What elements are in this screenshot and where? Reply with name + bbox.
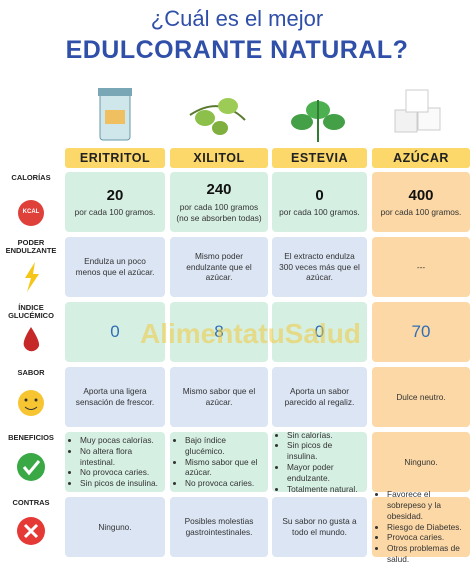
list-item: Mayor poder endulzante. [287,462,361,484]
cell: Favorece el sobrepeso y la obesidad.Ries… [372,489,470,564]
list-item: Sin picos de insulina. [287,440,361,462]
list: Sin calorías.Sin picos de insulina.Mayor… [278,430,361,495]
text: Mismo sabor que el azúcar. [182,386,256,407]
list-item: Sin calorías. [287,430,361,441]
list-item: Provoca caries. [387,532,464,543]
row-label: BENEFICIOS [8,433,54,442]
list-item: No provoca caries. [185,478,262,489]
text: El extracto endulza 300 veces más que el… [279,250,360,283]
text: --- [416,261,426,272]
list-item: Riesgo de Diabetes. [387,522,464,533]
value: 20 [106,186,124,204]
cell: 0 [65,302,165,362]
list-item: Favorece el sobrepeso y la obesidad. [387,489,464,521]
list-item: No provoca caries. [80,467,159,478]
note: por cada 100 gramos. [74,207,156,218]
row-label: ÍNDICE GLUCÉMICO [8,303,54,321]
note: por cada 100 gramos. [380,207,462,218]
cell: El extracto endulza 300 veces más que el… [272,237,367,297]
cell: 20 por cada 100 gramos. [65,172,165,232]
cell: Endulza un poco menos que el azúcar. [65,237,165,297]
cell: --- [372,237,470,297]
row-label: PODER ENDULZANTE [5,238,57,256]
cell: Ninguno. [372,432,470,492]
list: Bajo índice glucémico.Mismo sabor que el… [176,435,262,489]
text: Posibles molestias gastrointestinales. [184,516,254,537]
text: Endulza un poco menos que el azúcar. [75,256,155,277]
list-item: Mismo sabor que el azúcar. [185,457,262,479]
value: 8 [214,321,224,341]
list-item: No altera flora intestinal. [80,446,159,468]
column-header: ESTEVIA [272,148,367,168]
text: Aporta una ligera sensación de frescor. [75,386,155,407]
text: Aporta un sabor parecido al regaliz. [284,386,355,407]
text: Dulce neutro. [396,391,446,402]
list-item: Sin picos de insulina. [80,478,159,489]
cell: 240 por cada 100 gramos (no se absorben t… [170,172,268,232]
question: ¿Cuál es el mejor [150,6,324,31]
text: Su sabor no gusta a todo el mundo. [282,516,357,537]
cell: Muy pocas calorías.No altera flora intes… [65,432,165,492]
list-item: Bajo índice glucémico. [185,435,262,457]
value: 240 [206,181,232,199]
cell: 0 [272,302,367,362]
cell: Bajo índice glucémico.Mismo sabor que el… [170,432,268,492]
list: Muy pocas calorías.No altera flora intes… [71,435,159,489]
value: 0 [110,321,120,341]
column-header: ERITRITOL [65,148,165,168]
value: 0 [314,321,325,341]
column-header: AZÚCAR [372,148,470,168]
cell: 0 por cada 100 gramos. [272,172,367,232]
cell: 8 [170,302,268,362]
value: 0 [315,186,324,204]
cell: Su sabor no gusta a todo el mundo. [272,497,367,557]
list-item: Muy pocas calorías. [80,435,159,446]
kcal-label: KCAL [22,209,40,215]
row-label: CALORÍAS [11,173,51,182]
cell: Aporta una ligera sensación de frescor. [65,367,165,427]
list: Favorece el sobrepeso y la obesidad.Ries… [378,489,464,564]
cell: Ninguno. [65,497,165,557]
cell: Sin calorías.Sin picos de insulina.Mayor… [272,430,367,495]
title: EDULCORANTE NATURAL? [65,36,409,64]
cell: Mismo sabor que el azúcar. [170,367,268,427]
cell: 400 por cada 100 gramos. [372,172,470,232]
note: por cada 100 gramos. [279,207,360,218]
value: 70 [411,321,431,341]
text: Ninguno. [98,521,132,532]
row-label: SABOR [17,368,45,377]
value: 400 [408,186,434,204]
list-item: Totalmente natural. [287,484,361,495]
row-label: CONTRAS [12,498,50,507]
note: por cada 100 gramos (no se absorben toda… [176,201,262,223]
text: Ninguno. [404,456,438,467]
list-item: Otros problemas de salud. [387,543,464,565]
text: Mismo poder endulzante que el azúcar. [186,250,252,283]
column-header: XILITOL [170,148,268,168]
cell: Mismo poder endulzante que el azúcar. [170,237,268,297]
cell: Aporta un sabor parecido al regaliz. [272,367,367,427]
cell: 70 [372,302,470,362]
cell: Dulce neutro. [372,367,470,427]
cell: Posibles molestias gastrointestinales. [170,497,268,557]
